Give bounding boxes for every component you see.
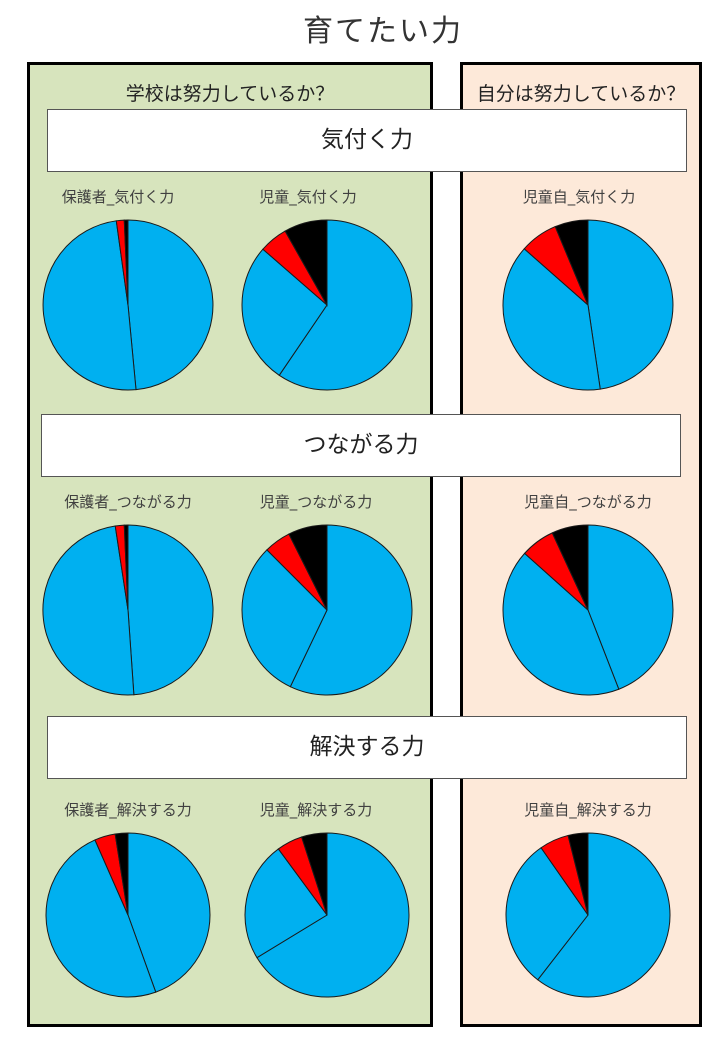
pie-title-parent-connecting: 保護者_つながる力	[64, 493, 192, 511]
pie-parent-solving	[45, 832, 211, 998]
pie-self-noticing	[502, 219, 674, 391]
pie-slice-parent-solving-4	[114, 832, 129, 916]
pie-slice-parent-noticing-1	[127, 219, 214, 391]
pie-slice-self-noticing-2	[502, 248, 601, 391]
pie-slice-child-solving-4	[301, 832, 328, 916]
pie-slice-child-noticing-4	[284, 219, 328, 307]
pie-title-self-solving: 児童自_解決する力	[524, 801, 652, 819]
pie-slice-self-connecting-1	[587, 524, 674, 690]
pie-slice-parent-solving-1	[127, 832, 211, 993]
pie-slice-self-solving-1	[537, 832, 671, 998]
pie-title-child-noticing: 児童_気付く力	[259, 188, 357, 206]
pie-slice-self-connecting-2	[502, 552, 620, 696]
pie-title-self-connecting: 児童自_つながる力	[524, 493, 652, 511]
pie-parent-connecting	[42, 524, 214, 696]
pie-slice-self-noticing-4	[554, 219, 589, 306]
pie-slice-parent-solving-2	[45, 839, 157, 998]
pie-slice-child-connecting-2	[241, 549, 328, 688]
pie-slice-child-noticing-1	[278, 219, 413, 391]
pie-self-solving	[505, 832, 671, 998]
pie-title-child-connecting: 児童_つながる力	[259, 493, 373, 511]
pie-slice-child-solving-2	[244, 848, 328, 959]
pie-slice-parent-noticing-4	[123, 219, 129, 306]
pie-slice-self-connecting-4	[551, 524, 589, 611]
pie-title-parent-noticing: 保護者_気付く力	[61, 188, 175, 206]
pie-slice-child-connecting-1	[289, 524, 413, 696]
pie-slice-parent-connecting-2	[42, 525, 135, 696]
pie-slice-self-solving-2	[505, 847, 589, 981]
pie-slice-child-connecting-4	[288, 524, 328, 611]
pie-slice-child-solving-1	[256, 832, 410, 998]
pie-title-parent-solving: 保護者_解決する力	[64, 801, 192, 819]
school-effort-header: 学校は努力しているか？	[125, 83, 335, 105]
pie-slice-parent-connecting-1	[127, 524, 214, 696]
pie-self-connecting	[502, 524, 674, 696]
pie-slice-parent-connecting-4	[123, 524, 129, 611]
pie-child-solving	[244, 832, 410, 998]
pie-title-self-noticing: 児童自_気付く力	[522, 188, 636, 206]
page-title: 育てたい力	[303, 14, 463, 49]
pie-slice-self-noticing-1	[587, 219, 674, 390]
pie-child-noticing	[241, 219, 413, 391]
pie-slice-child-noticing-2	[241, 248, 328, 376]
section-title-noticing: 気付く力	[47, 109, 687, 172]
pie-slice-self-solving-4	[567, 832, 589, 916]
pie-slice-parent-noticing-2	[42, 220, 137, 391]
pie-child-connecting	[241, 524, 413, 696]
section-title-connecting: つながる力	[41, 414, 681, 477]
pie-title-child-solving: 児童_解決する力	[259, 801, 373, 819]
self-effort-header: 自分は努力しているか？	[476, 83, 686, 105]
pie-parent-noticing	[42, 219, 214, 391]
section-title-solving: 解決する力	[47, 716, 687, 779]
